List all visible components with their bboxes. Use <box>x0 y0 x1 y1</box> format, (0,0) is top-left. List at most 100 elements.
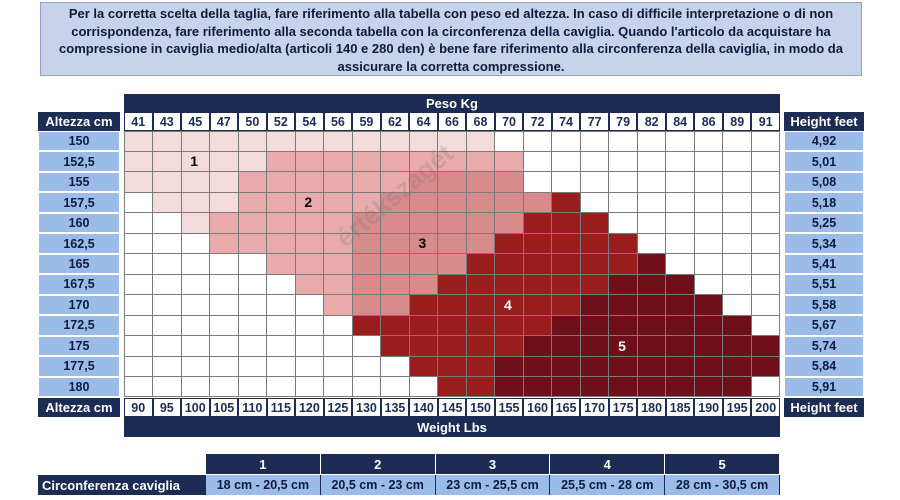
size-cell <box>238 377 267 397</box>
lbs-header-cell: 140 <box>410 399 437 416</box>
size-cell <box>751 295 780 315</box>
size-cell <box>381 151 409 172</box>
lbs-header-cell: 135 <box>381 399 409 416</box>
size-cell <box>580 295 609 315</box>
lbs-header-cell: 150 <box>467 399 494 416</box>
size-cell <box>153 295 181 315</box>
size-cell <box>153 274 181 295</box>
size-cell <box>751 213 780 233</box>
size-cell <box>637 151 666 172</box>
size-cell <box>324 233 352 254</box>
size-cell <box>523 192 552 213</box>
size-cell <box>438 131 466 151</box>
size-cell <box>324 356 352 377</box>
size-cell <box>153 192 181 213</box>
size-cell <box>580 336 609 356</box>
size-cell <box>295 172 324 192</box>
size-cell <box>552 192 580 213</box>
size-cell <box>666 172 694 192</box>
height-cm-cell: 160 <box>38 212 120 234</box>
size-cell <box>609 356 637 377</box>
size-cell <box>523 356 552 377</box>
size-cell <box>124 213 153 233</box>
size-cell <box>324 192 352 213</box>
kg-header-cell: 62 <box>381 113 409 130</box>
size-cell <box>552 336 580 356</box>
size-zone-label: 1 <box>190 153 199 170</box>
size-cell <box>381 192 409 213</box>
size-cell <box>580 356 609 377</box>
size-cell <box>523 336 552 356</box>
lbs-header-cell: 120 <box>296 399 323 416</box>
size-cell <box>637 213 666 233</box>
ankle-range-cell: 25,5 cm - 28 cm <box>550 475 666 495</box>
size-cell <box>637 336 666 356</box>
size-cell <box>124 192 153 213</box>
size-cell <box>381 336 409 356</box>
size-cell <box>609 377 637 397</box>
size-cell <box>723 254 751 274</box>
size-cell <box>666 377 694 397</box>
size-cell <box>666 336 694 356</box>
size-cell <box>438 356 466 377</box>
size-cell <box>381 233 409 254</box>
size-cell <box>694 213 723 233</box>
size-cell <box>153 131 181 151</box>
size-cell <box>124 151 153 172</box>
size-cell <box>153 377 181 397</box>
size-cell <box>466 254 495 274</box>
ankle-title: Circonferenza caviglia <box>38 475 206 495</box>
size-cell <box>666 151 694 172</box>
size-cell <box>238 131 267 151</box>
size-cell <box>609 336 637 356</box>
size-cell <box>723 151 751 172</box>
size-cell <box>352 131 381 151</box>
sizing-instructions: Per la corretta scelta della taglia, far… <box>40 2 862 76</box>
size-cell <box>181 151 210 172</box>
size-cell <box>580 213 609 233</box>
size-cell <box>238 151 267 172</box>
size-cell <box>210 377 238 397</box>
size-cell <box>210 131 238 151</box>
height-cm-cell: 175 <box>38 335 120 357</box>
size-cell <box>181 172 210 192</box>
size-cell <box>409 274 438 295</box>
size-cell <box>466 172 495 192</box>
kg-header-cell: 50 <box>239 113 266 130</box>
size-cell <box>609 213 637 233</box>
size-cell <box>580 192 609 213</box>
size-cell <box>552 213 580 233</box>
size-cell <box>210 336 238 356</box>
ankle-size-header: 2 <box>320 454 436 474</box>
size-cell <box>466 151 495 172</box>
size-cell <box>438 213 466 233</box>
size-cell <box>324 315 352 336</box>
size-zone-label: 3 <box>418 235 427 252</box>
size-cell <box>438 274 466 295</box>
size-cell <box>751 336 780 356</box>
height-feet-cell: 5,67 <box>784 315 864 336</box>
lbs-header-cell: 165 <box>552 399 580 416</box>
lbs-header-cell: 180 <box>638 399 665 416</box>
size-cell <box>552 356 580 377</box>
size-cell <box>523 213 552 233</box>
size-cell <box>210 213 238 233</box>
kg-header-cell: 66 <box>438 113 466 130</box>
size-cell <box>466 274 495 295</box>
size-cell <box>267 336 295 356</box>
kg-header-cell: 56 <box>324 113 352 130</box>
size-cell <box>181 274 210 295</box>
size-cell <box>523 131 552 151</box>
size-cell <box>495 315 523 336</box>
height-feet-cell: 5,41 <box>784 253 864 275</box>
size-cell <box>181 213 210 233</box>
size-cell <box>409 213 438 233</box>
kg-header-cell: 91 <box>752 113 779 130</box>
size-cell <box>580 151 609 172</box>
size-cell <box>694 233 723 254</box>
height-feet-title-bottom: Height feet <box>784 398 864 417</box>
size-cell <box>238 315 267 336</box>
size-cell <box>267 213 295 233</box>
lbs-header-cell: 105 <box>210 399 238 416</box>
ankle-range-cell: 23 cm - 25,5 cm <box>435 475 551 495</box>
